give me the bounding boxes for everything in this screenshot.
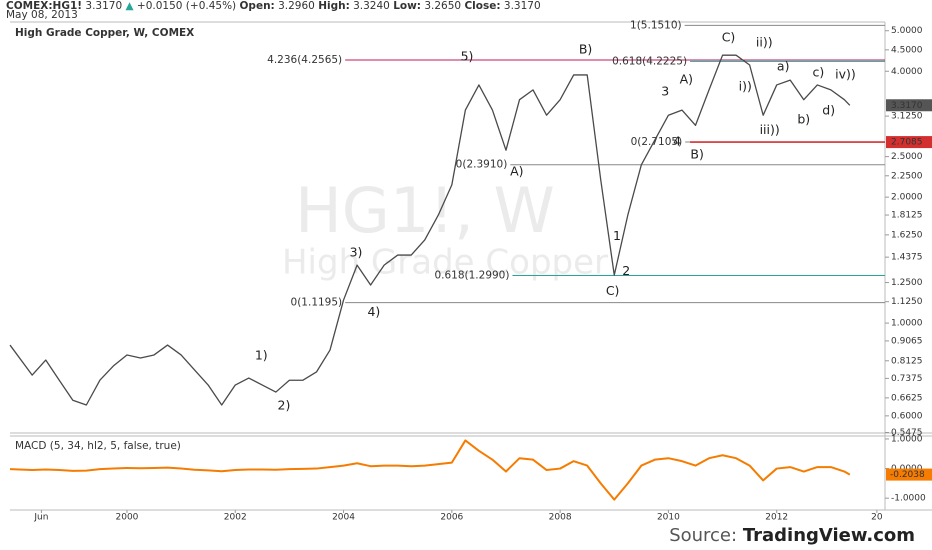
wave-label: i)) <box>739 78 752 93</box>
x-tick-label: 20 <box>871 513 883 523</box>
source-label: Source: <box>669 525 737 546</box>
wave-label: iii)) <box>760 122 780 137</box>
y-tick-label: 1.8125 <box>891 211 923 221</box>
macd-title: MACD (5, 34, hl2, 5, false, true) <box>15 440 181 452</box>
x-tick-label: 2004 <box>332 513 355 523</box>
y-tick-label: 4.5000 <box>891 45 923 55</box>
date: May 08, 2013 <box>6 9 78 21</box>
level-label: 0.618(1.2990) <box>434 270 509 282</box>
y-tick-label: 5.0000 <box>891 26 923 36</box>
field-value: 3.2960 <box>278 0 315 12</box>
y-tick-label: 0.5475 <box>891 428 923 438</box>
wave-label: A) <box>680 72 693 87</box>
x-tick-label: 2002 <box>224 513 247 523</box>
level-label: 4.236(4.2565) <box>267 54 342 66</box>
level-label: 0(2.7105) <box>631 136 683 148</box>
macd-y-tick-label: -1.0000 <box>891 494 926 504</box>
y-tick-label: 0.9065 <box>891 336 923 346</box>
up-arrow: ▲ <box>126 0 135 12</box>
y-tick-label: 2.5000 <box>891 152 923 162</box>
y-tick-label: 2.2500 <box>891 171 923 181</box>
field-value: 3.3170 <box>504 0 541 12</box>
level-label: 0(2.3910) <box>456 159 508 171</box>
wave-label: B) <box>579 41 592 56</box>
wave-label: 2) <box>278 398 291 413</box>
wave-label: 2 <box>622 263 630 278</box>
y-tick-label: 4.0000 <box>891 67 923 77</box>
field-value: 3.2650 <box>424 0 461 12</box>
wave-label: 1) <box>255 348 268 363</box>
wave-label: 3 <box>661 83 669 98</box>
wave-label: 5) <box>461 48 474 63</box>
field-label: Open: <box>240 0 275 12</box>
wave-label: c) <box>813 65 825 80</box>
macd-y-tick-label: 1.0000 <box>891 434 923 444</box>
last-price-label: 3.3170 <box>891 101 923 111</box>
watermark-symbol: HG1!, W <box>295 174 555 247</box>
y-tick-label: 1.4375 <box>891 253 923 263</box>
level-label: 0.618(4.2225) <box>612 55 687 67</box>
wave-label: C) <box>722 30 736 45</box>
field-label: High: <box>318 0 350 12</box>
y-tick-label: 2.0000 <box>891 193 923 203</box>
y-tick-label: 1.1250 <box>891 297 923 307</box>
wave-label: iv)) <box>835 66 856 81</box>
symbol: COMEX:HG1! <box>6 0 82 12</box>
wave-label: A) <box>510 163 523 178</box>
x-tick-label: 2000 <box>116 513 139 523</box>
x-tick-label: 2008 <box>549 513 572 523</box>
macd-line <box>9 439 851 501</box>
x-tick-label: 2010 <box>657 513 680 523</box>
wave-label: B) <box>690 147 703 162</box>
wave-label: C) <box>606 283 620 298</box>
wave-label: 4) <box>367 304 380 319</box>
y-tick-label: 1.6250 <box>891 230 923 240</box>
header: COMEX:HG1! 3.3170 ▲ +0.0150 (+0.45%) Ope… <box>6 0 541 12</box>
wave-label: ii)) <box>756 35 773 50</box>
wave-label: 4 <box>673 133 681 148</box>
macd-badge <box>886 468 932 481</box>
y-tick-label: 3.1250 <box>891 112 923 122</box>
y-tick-label: 0.6625 <box>891 393 923 403</box>
source-site: TradingView.com <box>743 525 915 546</box>
wave-label: 1 <box>613 228 621 243</box>
change: +0.0150 (+0.45%) <box>137 0 236 12</box>
y-tick-label: 1.2500 <box>891 278 923 288</box>
x-tick-label: 2012 <box>765 513 788 523</box>
wave-label: d) <box>822 103 835 118</box>
y-tick-label: 0.8125 <box>891 356 923 366</box>
wave-label: b) <box>797 111 810 126</box>
field-label: Low: <box>393 0 421 12</box>
source: Source: TradingView.com <box>669 525 915 546</box>
last-price: 3.3170 <box>85 0 122 12</box>
last-price-badge <box>886 99 932 112</box>
x-tick-label: Jun <box>33 513 48 523</box>
field-value: 3.3240 <box>353 0 390 12</box>
price-line <box>9 54 851 406</box>
legend: High Grade Copper, W, COMEX <box>15 27 194 39</box>
axis-badge <box>886 136 932 149</box>
x-tick-label: 2006 <box>440 513 463 523</box>
y-tick-label: 1.0000 <box>891 319 923 329</box>
level-label: 1(5.1510) <box>630 19 682 31</box>
field-label: Close: <box>464 0 500 12</box>
macd-badge-label: -0.2038 <box>890 470 925 480</box>
y-tick-label: 0.6000 <box>891 411 923 421</box>
level-label: 0(1.1195) <box>291 297 343 309</box>
wave-label: a) <box>777 58 790 73</box>
y-tick-label: 0.7375 <box>891 374 923 384</box>
axis-badge-label: 2.7085 <box>891 138 923 148</box>
wave-label: 3) <box>350 245 363 260</box>
